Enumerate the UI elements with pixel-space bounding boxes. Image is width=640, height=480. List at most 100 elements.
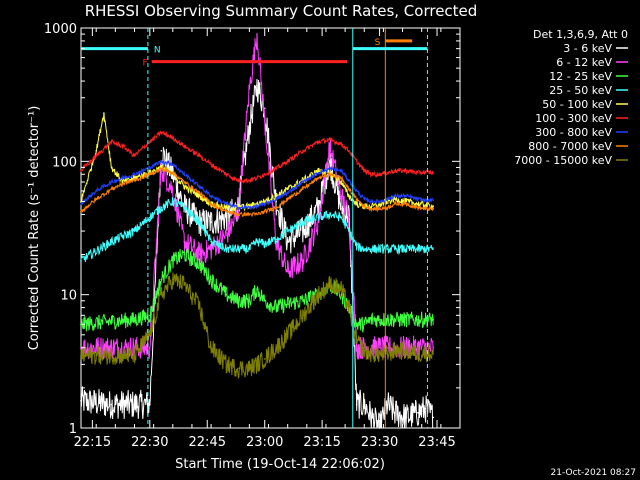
data-point [210,163,212,166]
data-point [378,173,381,176]
data-point [317,172,320,174]
data-point [317,216,320,219]
data-point [133,173,136,176]
data-point [237,179,239,182]
data-point [363,323,366,326]
legend-label: 50 - 100 keV [542,98,612,111]
data-point [340,288,343,290]
legend-label: 300 - 800 keV [535,126,612,139]
data-point [432,416,435,419]
series-line [80,78,434,429]
data-point [256,288,258,290]
data-point [371,200,373,203]
data-point [432,199,435,202]
data-point [302,300,304,302]
data-point [160,150,163,152]
annotation-layer: NF S [81,28,428,428]
data-point [210,278,212,281]
data-point [424,204,427,206]
data-point [355,198,358,200]
x-tick-label: 23:00 [246,435,283,450]
data-point [302,181,304,183]
data-point [432,318,435,321]
data-point [286,270,289,273]
data-point [286,303,289,305]
data-point [348,188,350,190]
data-point [210,203,212,205]
footer-timestamp: 21-Oct-2021 08:27 [551,468,636,478]
data-point [424,351,427,354]
data-point [160,293,163,296]
data-point [80,169,82,172]
data-point [405,200,408,203]
legend-label: 3 - 6 keV [563,42,612,55]
legend-label: 6 - 12 keV [556,56,612,69]
data-point [237,248,239,250]
x-axis-label: Start Time (19-Oct-14 22:06:02) [175,457,385,472]
data-point [256,363,258,366]
data-point [355,160,358,163]
data-point [405,203,408,205]
data-point [405,169,408,172]
data-point [378,208,381,210]
data-point [348,230,350,232]
data-point [340,181,343,183]
data-point [198,192,201,194]
x-tick-label: 23:45 [418,435,455,450]
data-point [172,278,174,281]
data-point [122,177,124,179]
data-point [110,240,113,243]
data-point [183,185,186,188]
data-point [160,278,163,281]
data-point [225,363,228,366]
data-point [424,318,427,321]
data-point [405,349,408,352]
data-point [340,177,343,179]
y-axis-label: Corrected Count Rate (s⁻¹ detector⁻¹) [27,106,42,351]
data-point [432,248,435,250]
legend-title: Det 1,3,6,9, Att 0 [533,28,628,41]
data-point [256,240,258,243]
data-point [286,198,289,200]
data-point [172,200,174,203]
data-point [149,216,151,219]
data-point [225,210,228,213]
data-point [160,167,163,170]
legend-label: 7000 - 15000 keV [514,154,612,167]
data-point [355,323,358,326]
series-line [80,197,434,262]
series-300-800-kev [80,159,435,211]
data-point [149,173,151,176]
data-point [95,198,97,200]
data-point [133,230,136,232]
x-tick-label: 22:45 [189,435,226,450]
data-point [248,206,251,209]
data-point [386,248,389,250]
axis-layer: 22:15 22:30 22:45 23:00 23:15 23:30 23:45 1 10 10… [44,22,460,450]
series-25-50-kev [80,197,435,262]
data-point [263,120,266,122]
data-point [210,346,212,349]
data-point [394,198,396,200]
legend-label: 25 - 50 keV [549,84,612,97]
data-point [329,139,331,141]
data-point [210,195,212,197]
series-line [80,159,434,211]
data-point [405,195,408,197]
y-tick-label: 10 [60,289,77,304]
plot-area: NF S [80,27,461,429]
data-point [133,155,136,157]
data-point [183,240,186,243]
data-point [417,206,419,209]
data-point [248,88,251,90]
data-point [394,349,396,352]
flag-label: N [154,46,161,56]
data-point [302,221,304,223]
data-point [302,314,304,317]
data-point [302,188,304,190]
data-point [248,179,251,182]
data-point [210,248,212,250]
data-point [340,293,343,296]
